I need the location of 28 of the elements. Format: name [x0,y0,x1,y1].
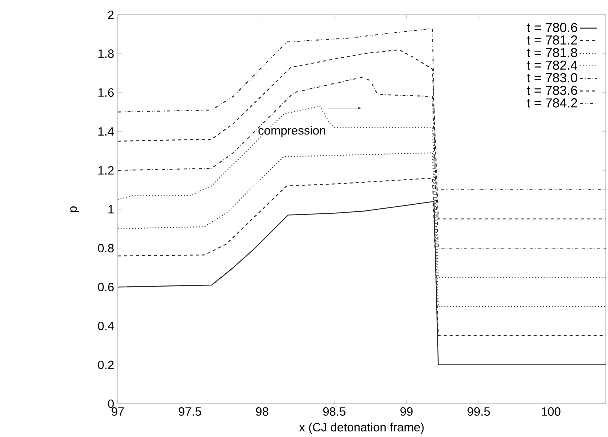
y-tick-label: 0.6 [98,283,114,292]
y-tick-label: 1.6 [98,88,114,98]
y-tick-label: 0.4 [98,322,114,330]
legend-label: t = 783.0 [527,73,578,83]
x-tick-label: 99 [400,408,413,416]
legend-label: t = 784.2 [527,98,578,108]
legend-label: t = 782.4 [527,60,578,70]
x-tick-label: 100 [542,408,561,416]
y-tick-label: 1.4 [98,128,114,136]
x-tick-label: 97 [112,408,124,416]
x-tick-label: 99.5 [468,408,490,416]
y-tick-label: 0.2 [98,360,114,370]
legend-label: t = 780.6 [527,23,578,32]
y-axis-title: p [70,206,80,212]
y-tick-label: 2 [108,10,114,20]
legend-label: t = 781.2 [527,36,578,45]
y-tick-label: 1.8 [98,50,114,58]
x-tick-label: 97.5 [179,408,202,416]
x-axis-title: x (CJ detonation frame) [299,422,424,434]
y-tick-label: 1.2 [98,166,114,175]
legend-label: t = 781.8 [527,48,578,58]
y-tick-label: 0 [108,400,114,408]
x-tick-label: 98.5 [323,408,346,416]
y-tick-label: 1 [108,205,114,214]
legend-label: t = 783.6 [527,86,578,96]
annotation: compression [258,126,326,138]
x-tick-label: 98 [256,408,269,416]
y-tick-label: 0.8 [98,244,114,253]
